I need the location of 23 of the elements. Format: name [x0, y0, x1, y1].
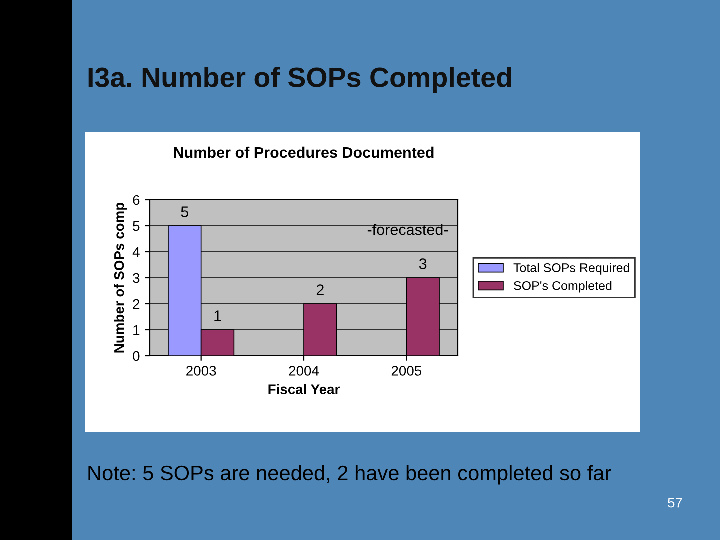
y-tick-label: 0: [133, 351, 140, 362]
data-label: 5: [181, 206, 189, 218]
y-tick-label: 2: [133, 299, 140, 310]
y-axis-title: Number of SOPs comp: [114, 202, 127, 353]
y-tick-label: 3: [133, 273, 140, 284]
y-tick-label: 1: [134, 325, 140, 336]
y-tick-label: 6: [133, 195, 140, 206]
data-label: 2: [316, 284, 324, 296]
data-label: 3: [419, 258, 427, 270]
text: 57: [668, 498, 682, 508]
x-axis-title: Fiscal Year: [268, 384, 340, 394]
text: Note: 5 SOPs are needed, 2 have been completed so far: [88, 465, 612, 485]
x-tick-label: 2005: [392, 366, 422, 376]
x-tick-label: 2003: [186, 366, 216, 376]
y-tick-label: 5: [133, 221, 140, 232]
x-tick-label: 2004: [289, 366, 320, 376]
chart-subtitle: Number of Procedures Documented: [174, 146, 434, 158]
y-tick-label: 4: [132, 247, 140, 258]
legend-label: Total SOPs Required: [514, 263, 630, 275]
annotation: -forecasted-: [368, 224, 448, 236]
chart-title: I3a. Number of SOPs Completed: [88, 67, 512, 93]
data-label: 1: [214, 310, 222, 322]
legend-label: SOP's Completed: [514, 281, 612, 293]
